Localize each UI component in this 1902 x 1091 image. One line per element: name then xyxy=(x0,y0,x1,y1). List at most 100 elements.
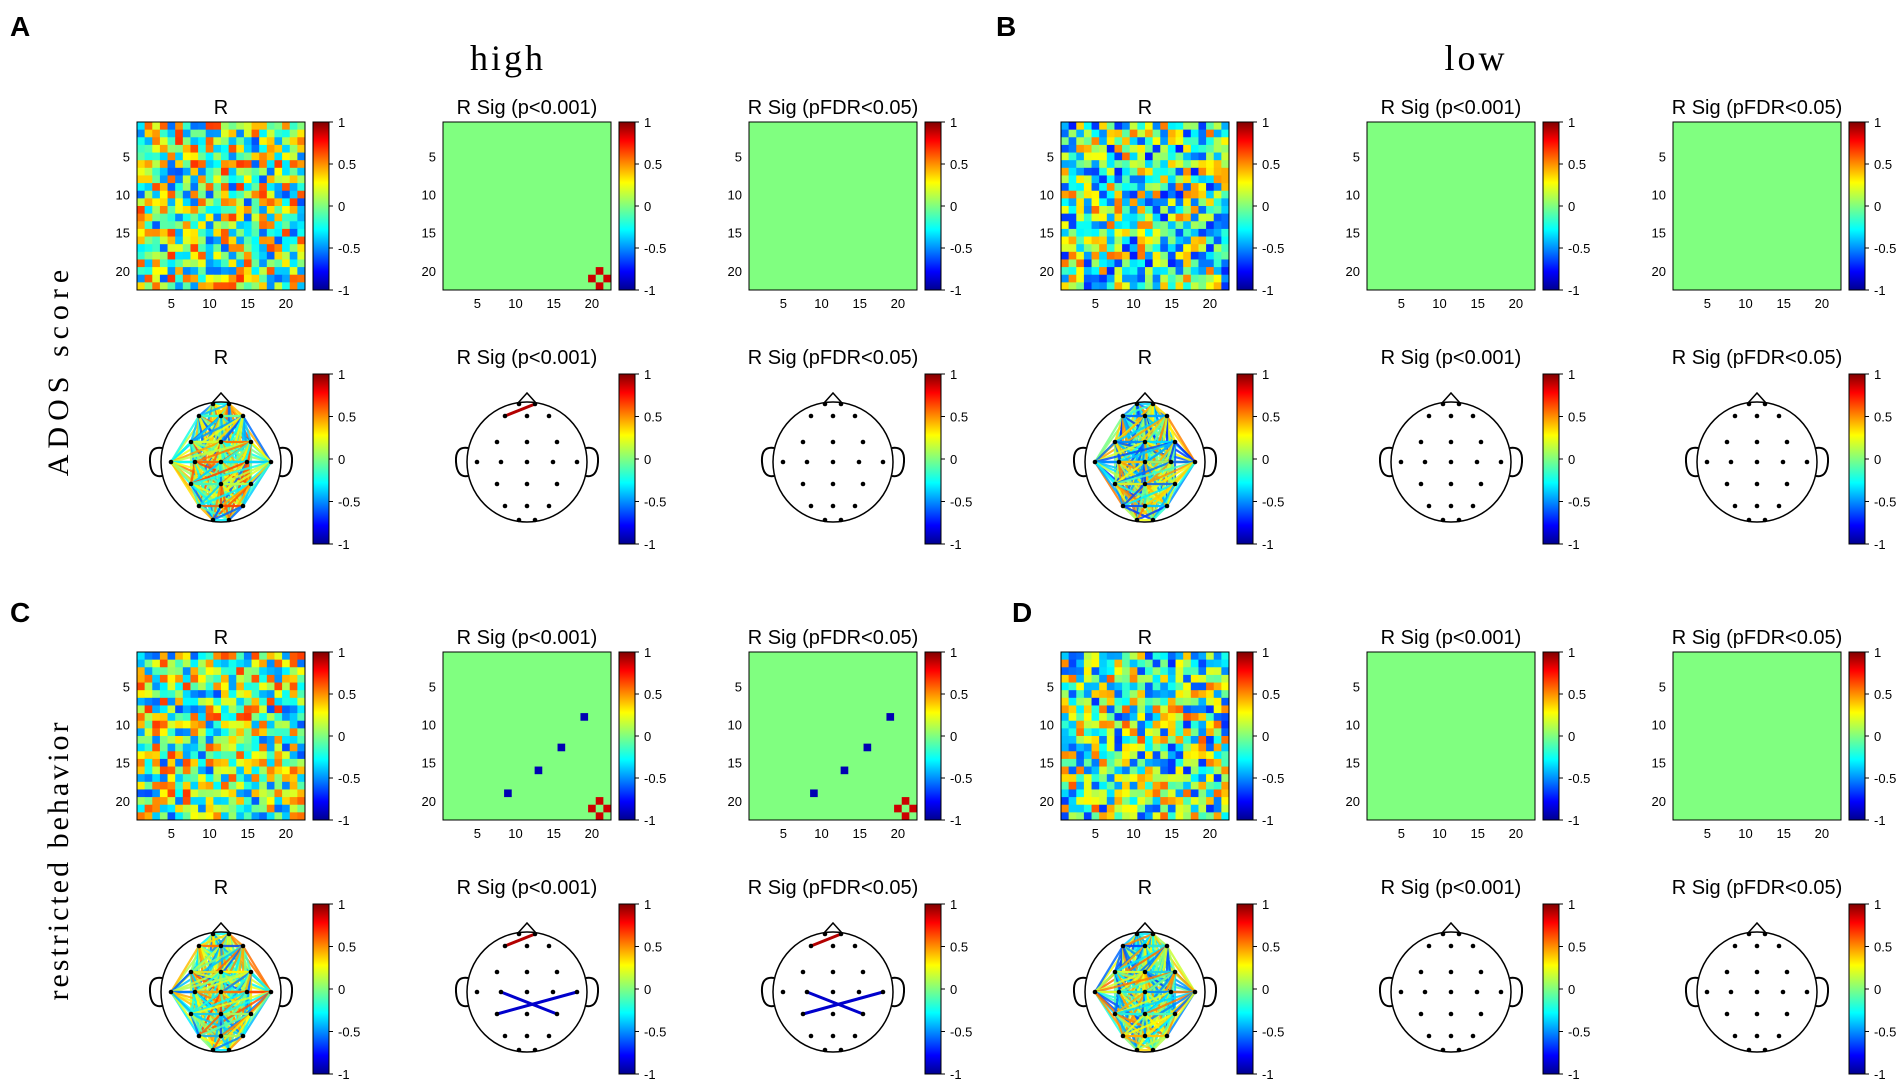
panel-a-r-matrix-cell xyxy=(144,282,153,291)
panel-b-r-topo-connection xyxy=(1122,505,1154,521)
panel-c-r-matrix-cell xyxy=(167,774,176,783)
panel-a-r-matrix-cell xyxy=(259,244,268,253)
panel-d-r-matrix-cell xyxy=(1061,667,1070,676)
panel-a-r-matrix-cell xyxy=(205,267,214,276)
panel-c-r-topo-connection xyxy=(250,971,272,993)
panel-b-r-matrix-cell xyxy=(1122,122,1131,131)
panel-b-r-matrix-cell xyxy=(1122,251,1131,260)
panel-c-r-matrix-cell xyxy=(175,804,184,813)
panel-d-r-matrix-cell xyxy=(1091,705,1100,714)
panel-c-sig-fdr-topo-electrode xyxy=(808,943,814,949)
panel-b-r-matrix-cell xyxy=(1160,244,1169,253)
panel-c-r-matrix-cell xyxy=(144,720,153,729)
panel-c-r-matrix-cell xyxy=(259,682,268,691)
panel-d-r-matrix-cell xyxy=(1106,713,1115,722)
panel-b-r-matrix-cell xyxy=(1137,152,1146,161)
panel-b-r-matrix-cell xyxy=(1160,137,1169,146)
panel-c-r-topo-connection xyxy=(170,971,192,993)
panel-c-r-topo-connection xyxy=(220,1035,230,1051)
panel-a-r-matrix-cell xyxy=(243,274,252,283)
panel-c-r-matrix-cell xyxy=(228,713,237,722)
panel-c-r-matrix-cell xyxy=(266,812,275,821)
panel-d-r-matrix-cell xyxy=(1106,736,1115,745)
panel-c-r-matrix-cell xyxy=(198,674,207,683)
panel-d-r-matrix-cell xyxy=(1137,789,1146,798)
panel-b-r-matrix-xtick: 10 xyxy=(1126,296,1140,311)
panel-d-sig-p-matrix-ytick: 20 xyxy=(1346,794,1360,809)
panel-a-r-matrix-cell xyxy=(251,282,260,291)
panel-b-r-matrix-cell xyxy=(1099,282,1108,291)
panel-b-r-matrix-cell xyxy=(1099,198,1108,207)
panel-a-r-matrix-cell xyxy=(175,122,184,131)
panel-d-r-matrix-cell xyxy=(1160,781,1169,790)
panel-a-r-matrix-cell xyxy=(289,160,298,169)
panel-c-sig-fdr-matrix-colorbar: 10.50-0.5-1 xyxy=(924,645,972,828)
panel-b-r-matrix-cell xyxy=(1160,251,1169,260)
panel-d-r-matrix-cell xyxy=(1083,682,1092,691)
panel-d-r-matrix-cell xyxy=(1076,705,1085,714)
panel-b-r-matrix-cell xyxy=(1160,221,1169,230)
panel-b-sig-fdr-topo xyxy=(1684,391,1830,523)
panel-c-sig-p-topo-electrode xyxy=(498,989,504,995)
panel-d-r-matrix-cell xyxy=(1083,659,1092,668)
panel-b-sig-fdr-topo-electrode xyxy=(1724,439,1730,445)
panel-b-r-matrix-cell xyxy=(1122,282,1131,291)
panel-a-r-matrix-cell xyxy=(167,137,176,146)
panel-b-r-matrix-cell xyxy=(1068,244,1077,253)
panel-b-r-matrix-cell xyxy=(1167,122,1176,131)
panel-c-r-matrix-cell xyxy=(182,652,191,661)
panel-a-r-matrix-cell xyxy=(289,251,298,260)
panel-d-r-matrix-cell xyxy=(1221,736,1230,745)
panel-a-r-matrix-xtick: 5 xyxy=(168,296,175,311)
panel-a-r-matrix-cell xyxy=(152,198,161,207)
panel-d-r-matrix-cell xyxy=(1106,652,1115,661)
panel-d-r-matrix-cell xyxy=(1160,652,1169,661)
panel-a-r-matrix-cell xyxy=(282,160,291,169)
panel-a-r-matrix-cell xyxy=(251,152,260,161)
panel-b-sig-p-topo-electrode xyxy=(1448,413,1454,419)
panel-b-r-matrix-cell xyxy=(1183,259,1192,268)
panel-c-sig-fdr-topo-electrode xyxy=(838,931,844,937)
panel-d-r-matrix-cell xyxy=(1129,720,1138,729)
panel-b-r-matrix-cell xyxy=(1083,259,1092,268)
panel-a-r-matrix-cell xyxy=(167,190,176,199)
panel-a-r-matrix-cell xyxy=(152,167,161,176)
panel-d-sig-p-matrix-colorbar-label: 1 xyxy=(1568,645,1575,660)
panel-a-r-matrix-colorbar-label: -0.5 xyxy=(338,241,360,256)
panel-a-r-matrix-cell xyxy=(243,244,252,253)
panel-a-r-matrix-cell xyxy=(137,160,146,169)
panel-d-r-matrix-cell xyxy=(1213,697,1222,706)
panel-d-r-matrix-cell xyxy=(1129,781,1138,790)
panel-a-r-matrix-cell xyxy=(266,206,275,215)
panel-c-r-matrix-cell xyxy=(282,697,291,706)
panel-b-r-matrix-cell xyxy=(1183,213,1192,222)
panel-b-r-topo-connection xyxy=(1118,440,1176,464)
panel-b-r-matrix-cell xyxy=(1129,221,1138,230)
panel-b-sig-p-topo-colorbar-label: 1 xyxy=(1568,367,1575,382)
panel-c-r-matrix-cell xyxy=(152,713,161,722)
panel-b-r-matrix-cell xyxy=(1167,267,1176,276)
panel-a-r-matrix-cell xyxy=(236,122,245,131)
panel-d-r-matrix-cell xyxy=(1152,690,1161,699)
panel-c-r-matrix-cell xyxy=(289,690,298,699)
panel-c-sig-p-topo-right-ear xyxy=(585,976,600,1008)
panel-a-r-matrix-cell xyxy=(213,282,222,291)
panel-a-sig-fdr-topo-electrode xyxy=(800,481,806,487)
panel-letter-a: A xyxy=(10,11,30,42)
panel-b-r-matrix-cell xyxy=(1099,144,1108,153)
panel-a-r-matrix-cell xyxy=(175,251,184,260)
panel-b-r-matrix-cell xyxy=(1198,259,1207,268)
panel-c-r-matrix-cell xyxy=(182,781,191,790)
panel-d-r-matrix-cell xyxy=(1114,697,1123,706)
panel-a-r-matrix-cell xyxy=(144,152,153,161)
panel-c-r-matrix-cell xyxy=(205,690,214,699)
panel-c-sig-fdr-topo-colorbar-label: 0.5 xyxy=(950,940,968,955)
panel-c-r-matrix-cell xyxy=(198,705,207,714)
panel-d-r-topo-connection xyxy=(1174,971,1196,993)
panel-c-r-topo-connection xyxy=(170,970,222,994)
panel-b-r-matrix-cell xyxy=(1160,183,1169,192)
panel-b-r-topo-connection xyxy=(1144,460,1196,486)
panel-c-r-matrix-cell xyxy=(198,804,207,813)
panel-a-r-matrix-cell xyxy=(259,122,268,131)
